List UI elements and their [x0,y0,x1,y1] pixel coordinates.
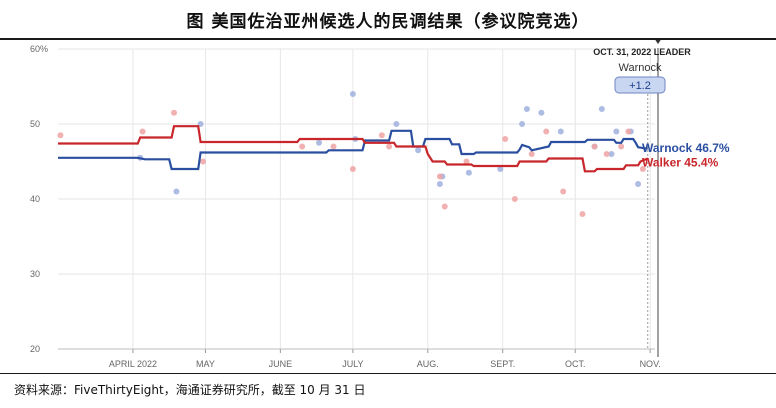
x-tick-label: AUG. [417,359,439,369]
series-end-label-warnock: Warnock 46.7% [642,141,730,155]
x-tick-label: OCT. [565,359,586,369]
y-tick-label: 60% [30,44,48,54]
poll-dot-walker [436,173,443,180]
leader-annotation: OCT. 31, 2022 LEADER Warnock +1.2 [593,40,691,357]
source-text: 资料来源：FiveThirtyEight，海通证券研究所，截至 10 月 31 … [14,383,366,397]
poll-dot-walker [57,132,64,139]
poll-dots [57,91,646,217]
poll-dot-warnock [538,109,545,116]
poll-dot-walker [386,143,393,150]
x-tick-label: APRIL 2022 [109,359,157,369]
poll-dot-walker [463,158,470,165]
poll-dot-walker [560,188,567,195]
chart-title: 图 美国佐治亚州候选人的民调结果（参议院竞选） [186,11,590,32]
poll-dot-walker [639,166,646,172]
x-tick-label: JUNE [269,359,293,369]
source-note: 资料来源：FiveThirtyEight，海通证券研究所，截至 10 月 31 … [0,373,776,408]
poll-dot-warnock [608,151,615,157]
y-tick-label: 20 [30,344,40,354]
poll-dot-warnock [497,166,504,172]
poll-dot-walker [618,143,625,150]
x-tick-label: SEPT. [490,359,515,369]
leader-margin-text: +1.2 [629,80,651,92]
poll-dot-warnock [519,121,526,127]
poll-dot-walker [299,143,306,150]
poll-dot-warnock [316,139,323,146]
chart-title-bar: 图 美国佐治亚州候选人的民调结果（参议院竞选） [0,0,776,40]
x-tick-label: JULY [342,359,363,369]
y-tick-label: 30 [30,269,40,279]
leader-marker-icon [655,40,661,44]
y-tick-label: 50 [30,119,40,129]
leader-name: Warnock [619,62,662,74]
poll-dot-walker [511,196,518,202]
poll-dot-warnock [613,128,620,135]
grid [58,48,655,353]
poll-dot-walker [441,203,448,210]
x-tick-label: NOV. [640,359,661,369]
poll-dot-warnock [598,106,605,112]
leader-margin-badge [614,76,666,94]
poll-dot-warnock [557,128,564,135]
poll-dot-warnock [436,181,443,187]
poll-dot-walker [625,128,632,135]
poll-dot-walker [139,128,146,135]
poll-dot-walker [528,151,535,157]
poll-dot-walker [543,128,550,135]
poll-dot-warnock [349,91,356,97]
poll-dot-walker [330,143,337,150]
series-line-warnock [58,129,648,171]
poll-dot-warnock [173,188,180,195]
poll-dot-walker [603,151,610,157]
poll-dot-walker [378,132,385,139]
poll-dot-warnock [415,147,422,154]
poll-dot-walker [349,166,356,172]
average-lines [58,125,649,173]
poll-dot-walker [171,109,178,116]
poll-chart: OCT. 31, 2022 LEADER Warnock +1.2 60% 50 40 3… [30,40,730,369]
poll-dot-warnock [393,121,400,127]
poll-dot-warnock [523,106,530,112]
leader-date-label: OCT. 31, 2022 LEADER [593,47,691,57]
poll-dot-warnock [635,181,642,187]
poll-dot-warnock [465,169,472,176]
poll-dot-walker [502,136,509,142]
poll-dot-walker [200,158,207,165]
poll-dot-walker [591,143,598,150]
poll-dot-walker [579,211,586,217]
series-end-label-walker: Walker 45.4% [642,156,719,170]
series-line-walker [58,125,649,173]
axis-labels: 60% 50 40 30 20 APRIL 2022 MAY JUNE JULY AUG. SEPT… [30,44,730,369]
y-tick-label: 40 [30,194,40,204]
x-tick-label: MAY [196,359,215,369]
